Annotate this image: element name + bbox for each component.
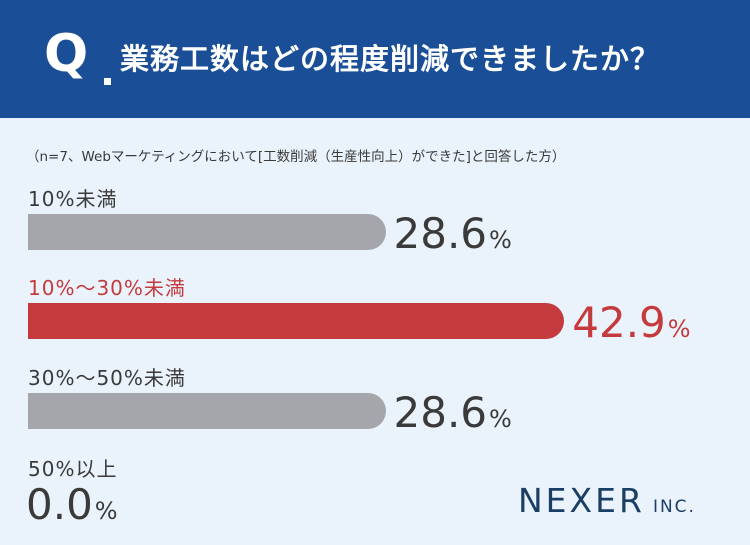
- value-label: 0.0%: [26, 484, 118, 526]
- question-mark-dot: [104, 78, 111, 85]
- nexer-logo: NEXER INC.: [518, 484, 696, 517]
- value-number: 28.6: [393, 388, 488, 437]
- value-number: 28.6: [393, 209, 488, 258]
- question-title: 業務工数はどの程度削減できましたか？: [120, 42, 661, 76]
- question-mark-label: Q: [44, 24, 89, 84]
- value-label: 42.9%: [572, 302, 690, 344]
- logo-main-text: NEXER: [518, 481, 645, 520]
- value-label: 28.6%: [394, 213, 512, 255]
- value-unit: %: [489, 405, 512, 433]
- value-label: 28.6%: [394, 392, 512, 434]
- value-number: 0.0: [26, 480, 93, 529]
- bar: [28, 303, 565, 339]
- bar: [28, 214, 386, 250]
- value-unit: %: [667, 315, 691, 343]
- bar: [28, 393, 386, 429]
- header-banner: Q 業務工数はどの程度削減できましたか？: [0, 0, 750, 118]
- value-number: 42.9: [572, 298, 666, 347]
- category-label: 50%以上: [28, 457, 118, 481]
- category-label: 10%～30%未満: [28, 276, 186, 300]
- value-unit: %: [489, 226, 512, 254]
- value-unit: %: [94, 497, 118, 525]
- category-label: 30%～50%未満: [28, 366, 186, 390]
- category-label: 10%未満: [28, 187, 118, 211]
- survey-note: （n=7、Webマーケティングにおいて[工数削減（生産性向上）ができた]と回答し…: [26, 149, 566, 165]
- logo-sub-text: INC.: [652, 497, 696, 517]
